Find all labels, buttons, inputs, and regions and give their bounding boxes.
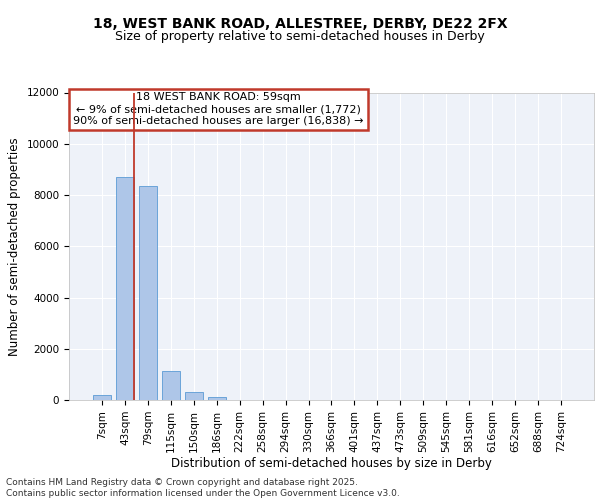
Text: Size of property relative to semi-detached houses in Derby: Size of property relative to semi-detach… (115, 30, 485, 43)
Bar (185, 392, 203, 400)
X-axis label: Distribution of semi-detached houses by size in Derby: Distribution of semi-detached houses by … (171, 458, 492, 470)
Text: 18, WEST BANK ROAD, ALLESTREE, DERBY, DE22 2FX: 18, WEST BANK ROAD, ALLESTREE, DERBY, DE… (92, 18, 508, 32)
Bar (139, 186, 157, 400)
Bar (116, 177, 134, 400)
Bar (93, 395, 111, 400)
Text: 18 WEST BANK ROAD: 59sqm
← 9% of semi-detached houses are smaller (1,772)
90% of: 18 WEST BANK ROAD: 59sqm ← 9% of semi-de… (73, 92, 364, 126)
Bar (162, 370, 180, 400)
Bar (208, 396, 226, 400)
Text: Contains HM Land Registry data © Crown copyright and database right 2025.
Contai: Contains HM Land Registry data © Crown c… (6, 478, 400, 498)
Y-axis label: Number of semi-detached properties: Number of semi-detached properties (8, 137, 21, 356)
